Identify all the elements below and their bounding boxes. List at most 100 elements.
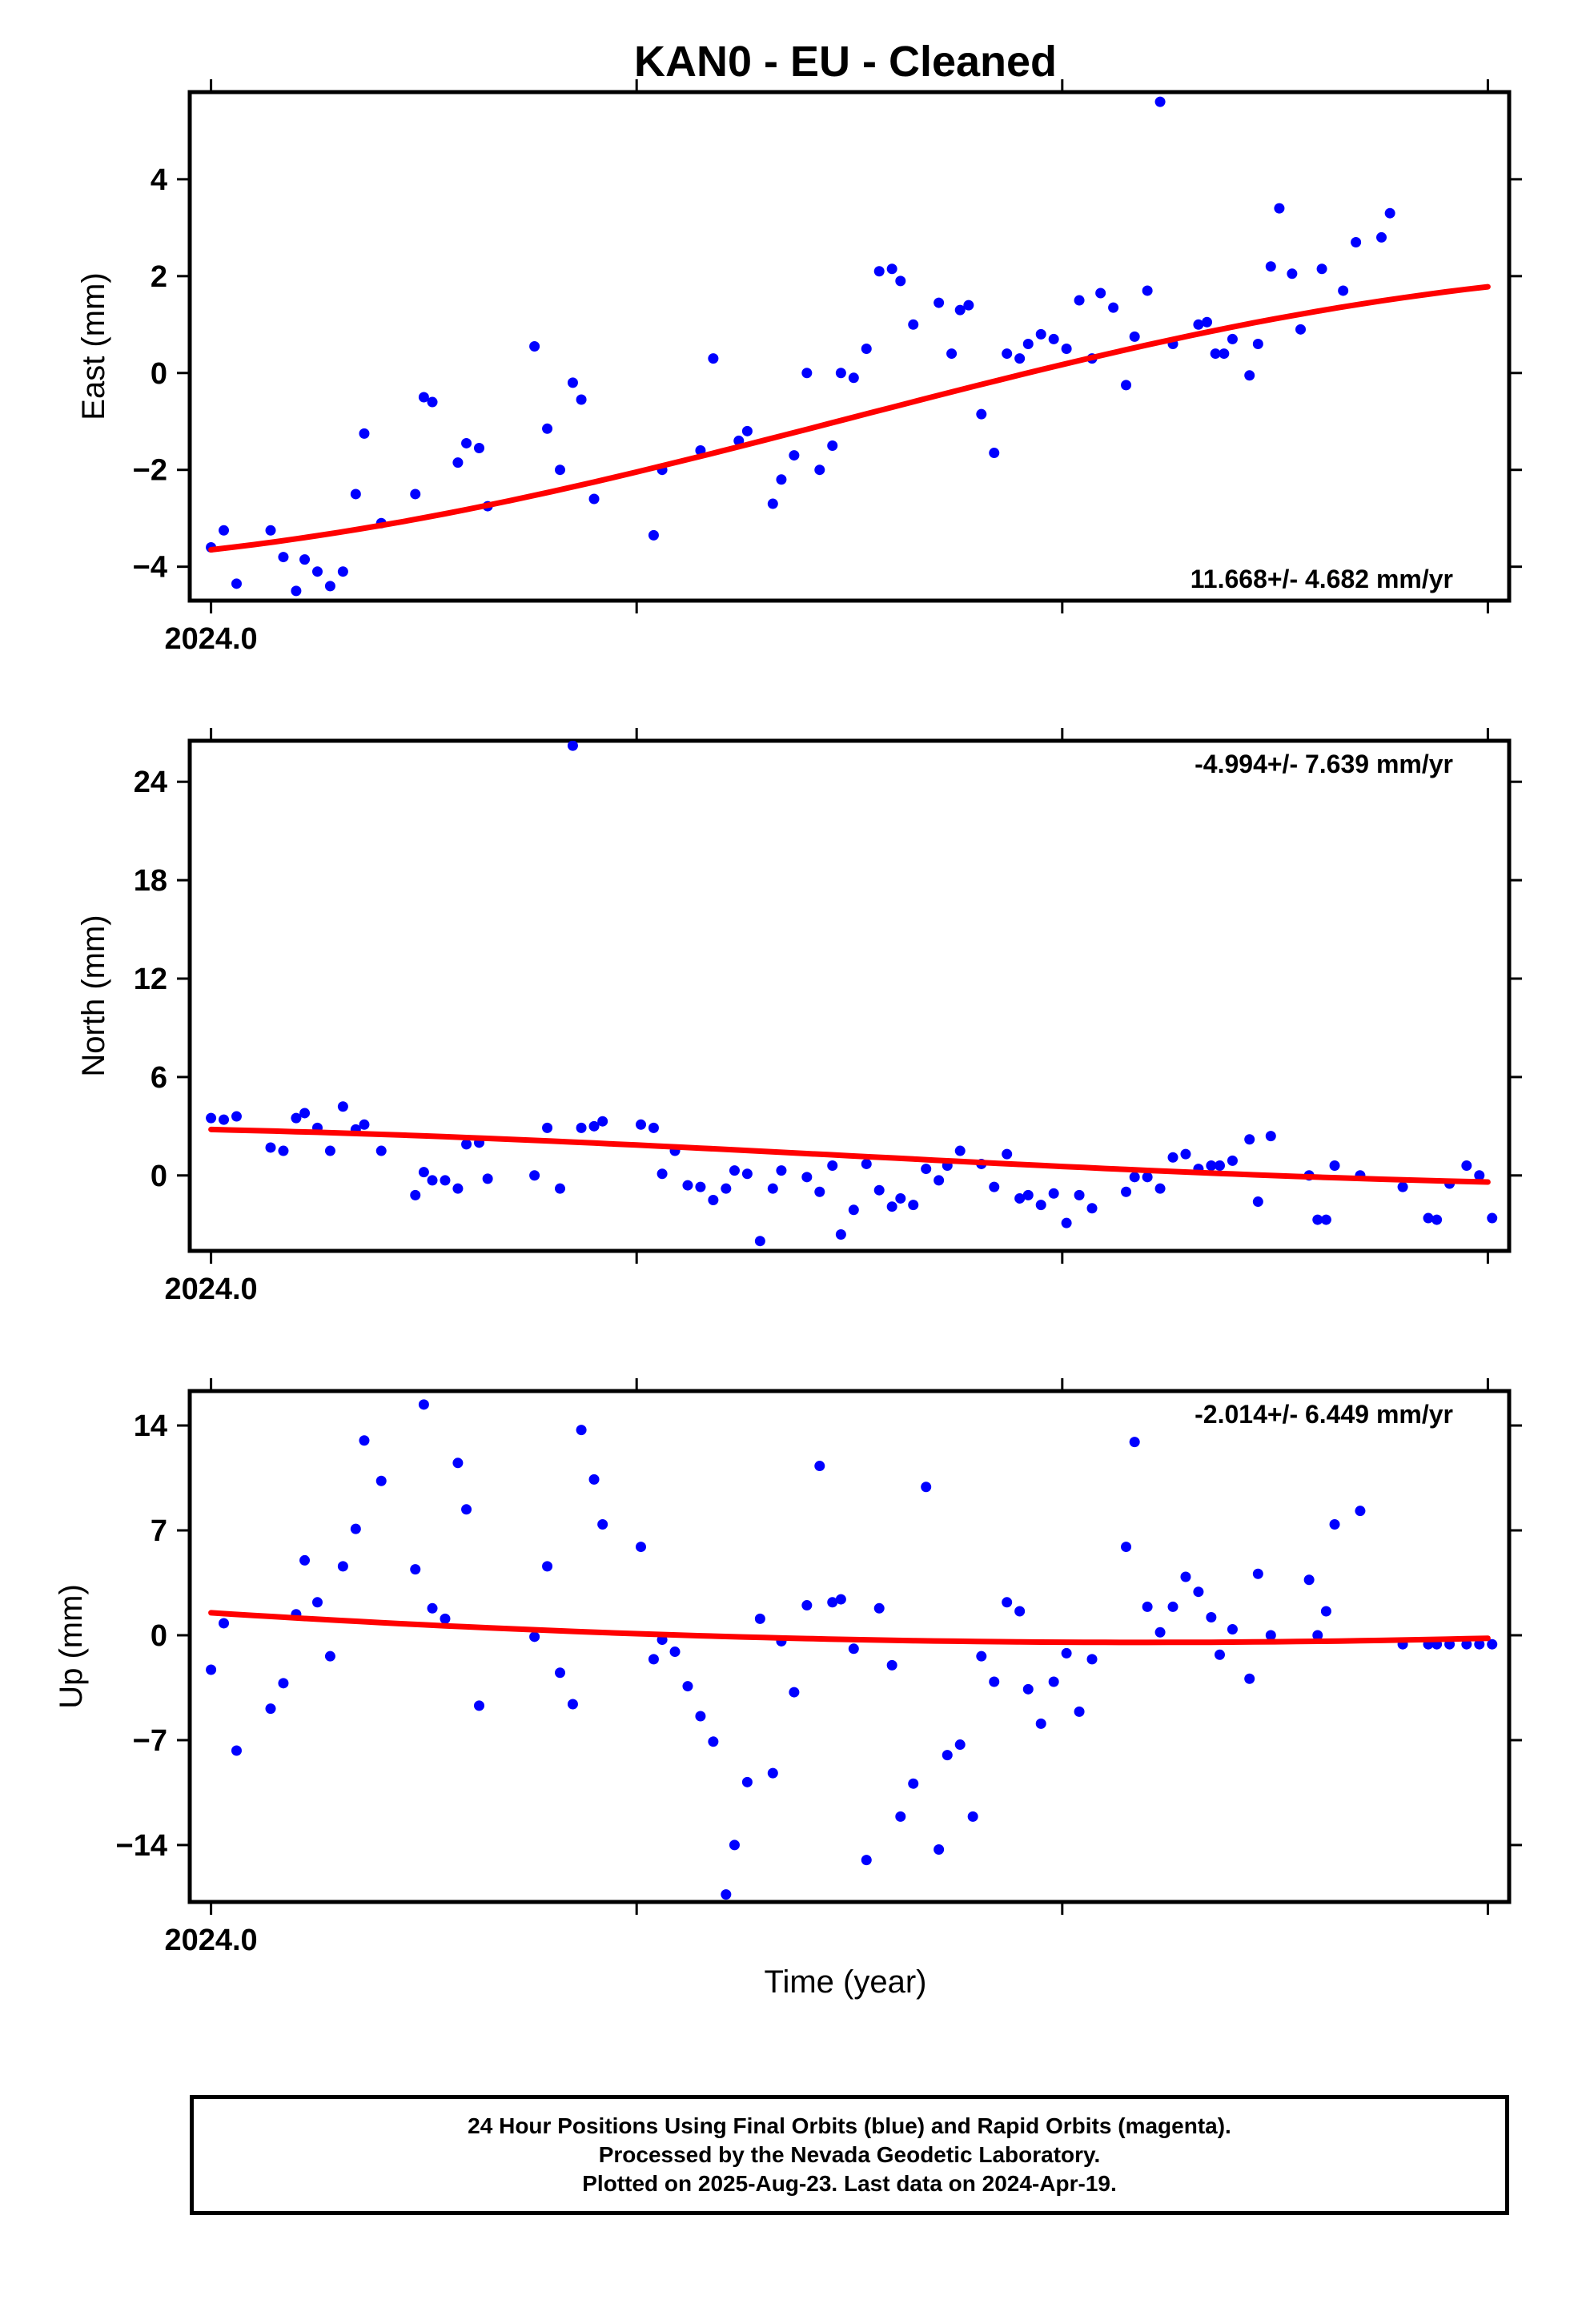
north-data-point — [754, 1236, 765, 1247]
north-data-point — [231, 1111, 242, 1122]
east-data-point — [1035, 328, 1046, 340]
east-data-point — [1014, 353, 1026, 364]
north-data-point — [908, 1200, 919, 1211]
up-data-point — [1121, 1542, 1132, 1553]
east-data-point — [219, 525, 230, 536]
north-data-point — [265, 1142, 276, 1153]
up-data-point — [721, 1889, 732, 1900]
north-data-point — [814, 1186, 825, 1197]
north-data-point — [1215, 1160, 1226, 1171]
east-data-point — [1202, 316, 1213, 328]
north-data-point — [895, 1192, 906, 1204]
up-data-point — [954, 1739, 966, 1751]
north-data-point — [1312, 1214, 1323, 1225]
up-data-point — [1487, 1638, 1498, 1650]
up-data-point — [1154, 1626, 1166, 1638]
east-plot-area — [206, 96, 1491, 597]
up-data-point — [1048, 1676, 1059, 1687]
east-data-point — [1219, 348, 1230, 360]
panel-north: 0 6 12 18 24 2024.0 North (mm) -4.994+/- 7.639 … — [76, 728, 1522, 1306]
up-data-point — [1329, 1519, 1340, 1530]
up-data-point — [542, 1561, 553, 1572]
north-data-point — [482, 1173, 493, 1184]
north-data-point — [1167, 1152, 1178, 1163]
east-rate-label: 11.668+/- 4.682 mm/yr — [1191, 565, 1453, 593]
north-data-point — [1002, 1148, 1013, 1160]
up-data-point — [337, 1561, 348, 1572]
east-data-point — [895, 275, 906, 287]
up-data-point — [1265, 1630, 1276, 1641]
north-data-point — [1461, 1160, 1472, 1171]
up-data-point — [1142, 1601, 1153, 1612]
north-data-point — [1252, 1196, 1263, 1208]
east-data-point — [1022, 338, 1034, 349]
east-data-point — [908, 319, 919, 330]
east-fit-line — [208, 283, 1491, 553]
east-data-point — [767, 498, 778, 509]
east-ytick-label: 2 — [151, 260, 167, 294]
north-xtick-label: 2024.0 — [164, 1273, 257, 1306]
up-data-point — [1227, 1623, 1238, 1634]
up-data-point — [754, 1613, 765, 1624]
east-data-point — [278, 552, 289, 563]
footer-box: 24 Hour Positions Using Final Orbits (bl… — [190, 2095, 1509, 2215]
up-data-point — [682, 1681, 693, 1692]
east-data-point — [1142, 285, 1153, 296]
east-ytick-label: 0 — [151, 357, 167, 391]
up-data-point — [473, 1700, 484, 1711]
north-data-point — [827, 1160, 838, 1171]
up-data-point — [206, 1664, 217, 1675]
up-data-point — [989, 1676, 1000, 1687]
up-data-point — [1035, 1718, 1046, 1729]
east-data-point — [873, 266, 885, 277]
east-data-point — [886, 263, 897, 275]
east-data-point — [350, 489, 361, 500]
north-data-point — [1129, 1172, 1140, 1183]
east-data-point — [359, 428, 370, 439]
up-plot-area — [206, 1399, 1498, 1900]
up-data-point — [1086, 1654, 1098, 1665]
north-data-point — [682, 1180, 693, 1191]
up-data-point — [597, 1519, 608, 1530]
east-data-point — [1265, 261, 1276, 272]
east-data-point — [1376, 231, 1387, 243]
north-data-point — [741, 1168, 753, 1180]
north-data-point — [848, 1204, 859, 1216]
up-data-point — [895, 1811, 906, 1822]
north-data-point — [1014, 1192, 1026, 1204]
north-data-point — [1035, 1200, 1046, 1211]
up-ytick-label: 7 — [151, 1514, 167, 1548]
east-frame — [187, 90, 1512, 603]
up-data-point — [452, 1458, 464, 1469]
up-data-point — [848, 1643, 859, 1655]
north-data-point — [359, 1119, 370, 1130]
east-data-point — [418, 392, 429, 403]
east-data-point — [776, 474, 787, 485]
east-data-point — [861, 344, 872, 355]
up-data-point — [461, 1504, 472, 1515]
up-data-point — [741, 1776, 753, 1787]
east-data-point — [1316, 263, 1327, 275]
north-data-point — [410, 1189, 421, 1200]
up-data-point — [934, 1844, 945, 1856]
north-data-point — [1121, 1186, 1132, 1197]
up-data-point — [648, 1654, 659, 1665]
north-data-point — [1487, 1212, 1498, 1224]
east-data-point — [299, 554, 311, 565]
east-data-point — [741, 425, 753, 436]
up-data-point — [529, 1631, 540, 1642]
up-data-point — [729, 1839, 740, 1851]
east-data-point — [1274, 203, 1285, 214]
north-data-point — [542, 1122, 553, 1133]
up-data-point — [789, 1687, 800, 1698]
up-data-point — [219, 1618, 230, 1629]
north-data-point — [452, 1183, 464, 1194]
up-data-point — [861, 1855, 872, 1866]
east-data-point — [1121, 380, 1132, 391]
north-data-point — [835, 1229, 846, 1240]
east-data-point — [963, 300, 974, 311]
up-data-point — [1167, 1601, 1178, 1612]
north-data-point — [299, 1108, 311, 1119]
north-fit-line — [208, 1126, 1491, 1185]
north-data-point — [597, 1116, 608, 1127]
